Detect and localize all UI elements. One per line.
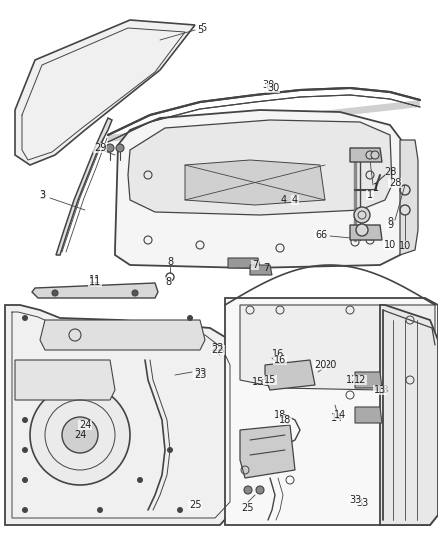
Circle shape [116, 144, 124, 152]
Text: 14: 14 [334, 410, 346, 420]
Text: 30: 30 [267, 83, 279, 93]
Text: 7: 7 [263, 263, 269, 273]
Text: 7: 7 [252, 260, 258, 270]
Circle shape [106, 144, 114, 152]
Circle shape [366, 151, 374, 159]
Text: 15: 15 [252, 377, 264, 387]
Polygon shape [355, 372, 382, 388]
Text: 28: 28 [389, 178, 401, 188]
Text: 11: 11 [89, 275, 101, 285]
Text: 5: 5 [200, 23, 206, 33]
Polygon shape [355, 407, 382, 423]
Circle shape [22, 447, 28, 453]
Circle shape [22, 507, 28, 513]
Circle shape [356, 224, 368, 236]
Text: 28: 28 [384, 167, 396, 177]
Text: 5: 5 [197, 25, 203, 35]
Circle shape [132, 290, 138, 296]
Circle shape [22, 315, 28, 321]
Polygon shape [350, 148, 382, 162]
Text: 4: 4 [281, 195, 287, 205]
Text: 29: 29 [94, 143, 106, 153]
Polygon shape [15, 20, 195, 165]
Polygon shape [225, 298, 438, 525]
Text: 9: 9 [387, 220, 393, 230]
Polygon shape [5, 305, 238, 525]
Polygon shape [380, 305, 438, 525]
Text: 30: 30 [262, 80, 274, 90]
Text: 23: 23 [194, 370, 206, 380]
Text: 3: 3 [39, 190, 45, 200]
Circle shape [22, 417, 28, 423]
Text: 25: 25 [242, 503, 254, 513]
Text: 9: 9 [387, 217, 393, 227]
Text: 20: 20 [324, 360, 336, 370]
Polygon shape [40, 320, 205, 350]
Text: 22: 22 [212, 343, 224, 353]
Polygon shape [15, 360, 115, 400]
Circle shape [354, 207, 370, 223]
Text: 8: 8 [165, 277, 171, 287]
Circle shape [137, 477, 143, 483]
Circle shape [167, 447, 173, 453]
Circle shape [97, 507, 103, 513]
Polygon shape [128, 120, 392, 215]
Text: 13: 13 [374, 385, 386, 395]
Text: 4: 4 [292, 195, 298, 205]
Polygon shape [265, 360, 315, 390]
Polygon shape [115, 110, 405, 268]
Polygon shape [185, 160, 325, 205]
Text: 24: 24 [74, 430, 86, 440]
Text: 16: 16 [272, 349, 284, 359]
Polygon shape [108, 100, 420, 142]
Text: 18: 18 [274, 410, 286, 420]
Text: 12: 12 [346, 375, 358, 385]
Text: 22: 22 [212, 345, 224, 355]
Circle shape [371, 151, 379, 159]
Text: 25: 25 [189, 500, 201, 510]
Circle shape [244, 486, 252, 494]
Circle shape [256, 486, 264, 494]
Polygon shape [240, 425, 295, 478]
Text: 24: 24 [79, 420, 91, 430]
Circle shape [177, 507, 183, 513]
Circle shape [30, 385, 130, 485]
Circle shape [187, 315, 193, 321]
Text: 33: 33 [356, 498, 368, 508]
Text: 8: 8 [167, 257, 173, 267]
Text: 33: 33 [349, 495, 361, 505]
Text: 13: 13 [377, 385, 389, 395]
Text: 11: 11 [89, 277, 101, 287]
Circle shape [62, 417, 98, 453]
Circle shape [22, 477, 28, 483]
Text: 6: 6 [320, 230, 326, 240]
Polygon shape [400, 140, 418, 255]
Polygon shape [350, 225, 382, 240]
Text: 18: 18 [279, 415, 291, 425]
Text: 23: 23 [194, 368, 206, 378]
Text: 29: 29 [94, 143, 106, 153]
Polygon shape [240, 305, 435, 390]
Text: 15: 15 [264, 375, 276, 385]
Polygon shape [32, 283, 158, 298]
Text: 6: 6 [315, 230, 321, 240]
Text: 3: 3 [39, 191, 45, 201]
Text: 14: 14 [331, 413, 343, 423]
Polygon shape [228, 258, 260, 268]
Text: 10: 10 [384, 240, 396, 250]
Text: 16: 16 [274, 355, 286, 365]
Polygon shape [56, 118, 112, 255]
Text: 10: 10 [399, 241, 411, 251]
Text: 1: 1 [367, 190, 373, 200]
Circle shape [52, 290, 58, 296]
Polygon shape [250, 265, 272, 275]
Text: 12: 12 [354, 375, 366, 385]
Text: 1: 1 [373, 183, 379, 193]
Text: 20: 20 [314, 360, 326, 370]
